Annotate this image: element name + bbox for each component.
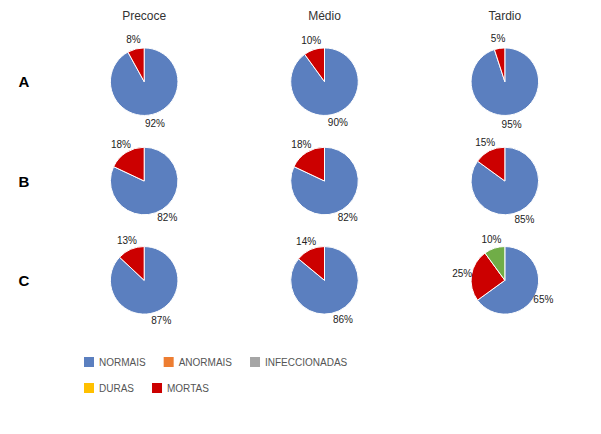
pie-slice [478,147,505,181]
pie-slice [294,147,325,181]
pie [471,247,539,315]
legend-swatch [164,357,174,367]
data-label: 5% [491,33,506,44]
row-label: C [19,272,30,289]
data-label: 82% [338,212,358,223]
data-label: 90% [328,117,348,128]
data-label: 85% [514,214,534,225]
column-label: Precoce [122,9,166,23]
pie-slice [110,48,178,116]
pie [110,147,178,215]
pie-slice [128,48,144,82]
pie-slice [110,247,178,315]
pie-slice [291,147,359,215]
pie-slice [298,247,324,281]
background [0,0,601,434]
data-label: 87% [151,315,171,326]
pie-slice [485,247,505,281]
pie-slice [114,147,145,181]
data-label: 65% [533,294,553,305]
pie [471,147,539,215]
pie-slice [305,48,325,82]
pie [471,48,539,116]
pie [110,48,178,116]
legend-label: INFECCIONADAS [265,357,348,368]
pie-slice [120,247,145,281]
pie-slice [291,48,359,116]
data-label: 86% [333,314,353,325]
data-label: 18% [111,139,131,150]
row-label: B [19,173,30,190]
column-label: Tardio [488,9,521,23]
data-label: 10% [301,35,321,46]
pie-slice [494,48,504,82]
legend-label: MORTAS [167,383,209,394]
legend-swatch [84,383,94,393]
legend-label: NORMAIS [99,357,146,368]
data-label: 95% [502,119,522,130]
pie [291,247,359,315]
legend-swatch [152,383,162,393]
data-label: 82% [157,212,177,223]
pie-slice [471,147,539,215]
legend-swatch [84,357,94,367]
legend: NORMAIS ANORMAIS INFECCIONADAS DURAS MORTAS [84,357,348,394]
data-label: 13% [117,235,137,246]
legend-swatch [250,357,260,367]
legend-label: ANORMAIS [179,357,233,368]
pie [110,247,178,315]
column-label: Médio [308,9,341,23]
pie-slice [291,247,359,315]
data-label: 18% [291,139,311,150]
pie [291,48,359,116]
legend-label: DURAS [99,383,134,394]
data-label: 10% [481,234,501,245]
pie-slice [110,147,178,215]
data-label: 15% [475,137,495,148]
data-label: 14% [296,236,316,247]
pie [291,147,359,215]
data-label: 25% [452,268,472,279]
data-label: 8% [126,34,141,45]
row-label: A [19,73,30,90]
data-label: 92% [145,118,165,129]
chart: Precoce Médio Tardio A B C 92% 8% 90% 10% 95% 5% 82%… [0,0,601,434]
pie-slice [471,48,539,116]
